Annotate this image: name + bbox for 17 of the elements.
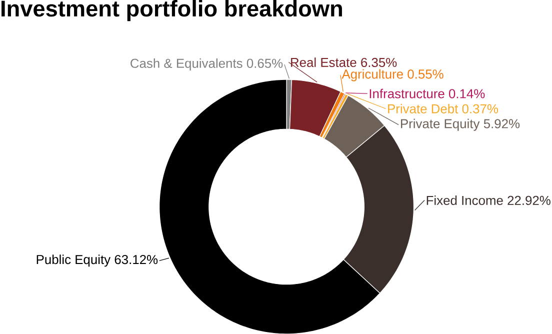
slice-label: Private Equity [401,118,480,131]
data-label: 5.92% [484,119,520,128]
data-label: 0.65% [246,58,283,68]
data-label: 0.14% [448,89,485,98]
data-label: 6.35% [361,58,397,67]
data-label: 0.55% [408,69,444,79]
chart-title: Investment portfolio breakdown [2,0,342,21]
slice-label: Cash & Equivalents [130,58,242,70]
slice-label: Infrastructure [370,88,444,98]
slice-label: Agriculture [342,69,403,82]
slice-label: Real Estate [291,57,356,67]
data-label: 0.37% [462,104,498,114]
data-label: 22.92% [508,196,550,205]
slice-label: Private Debt [388,104,458,114]
slice-label: Fixed Income [426,195,503,205]
slice-label: Public Equity [36,254,111,267]
data-label: 63.12% [114,254,158,264]
